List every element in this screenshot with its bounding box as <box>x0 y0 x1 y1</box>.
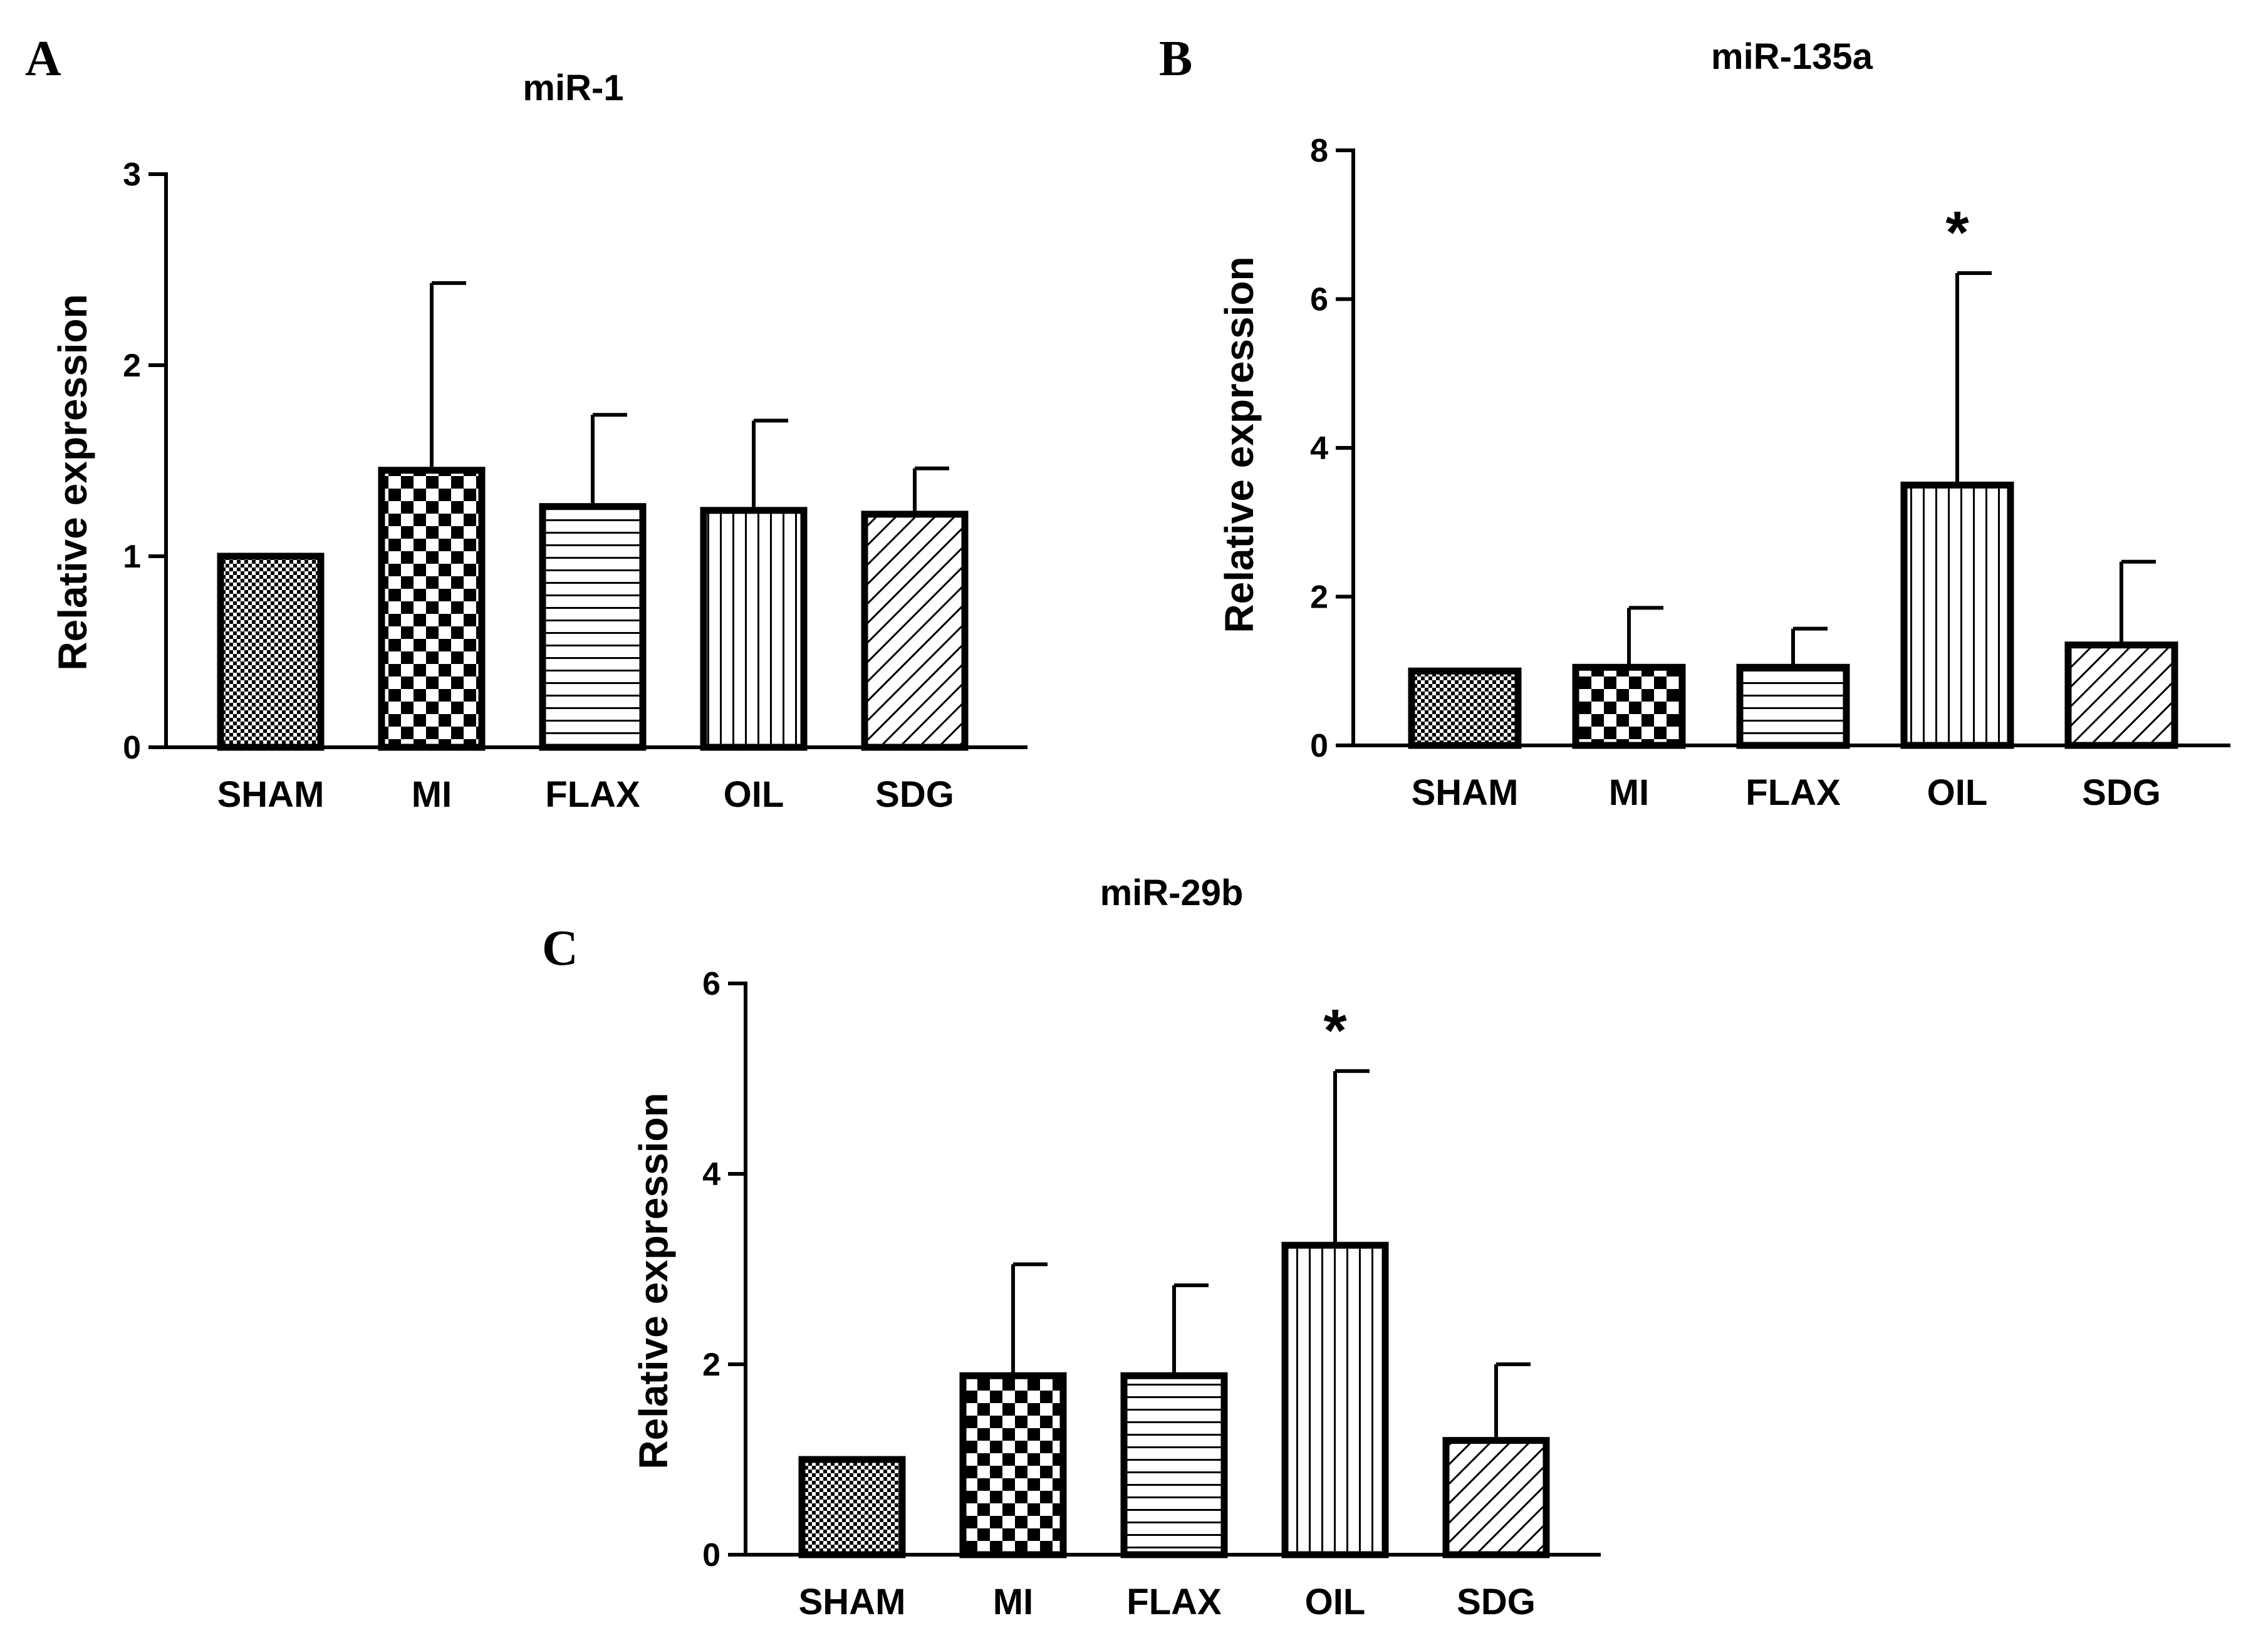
bar-flax <box>539 503 647 751</box>
x-tick-label: SDG <box>875 774 954 815</box>
y-tick-label: 4 <box>1310 430 1328 467</box>
bar-oil <box>1900 481 2014 749</box>
x-tick-label: MI <box>412 774 452 815</box>
bar-sham <box>1408 667 1522 749</box>
y-axis-label: Relative expression <box>631 1092 676 1469</box>
bar-flax <box>1120 1372 1228 1558</box>
bar-sham <box>217 552 325 751</box>
y-tick-label: 6 <box>1310 282 1328 318</box>
chart-title: miR-29b <box>1100 873 1244 913</box>
y-tick-label: 2 <box>1310 579 1328 616</box>
x-tick-label: OIL <box>1927 772 1988 813</box>
y-tick-label: 0 <box>123 730 141 766</box>
bars-group <box>217 281 969 751</box>
x-tick-label: MI <box>993 1582 1033 1622</box>
y-axis-label: Relative expression <box>1217 256 1262 633</box>
x-tick-label: FLAX <box>545 774 640 815</box>
x-tick-label: SHAM <box>217 774 325 815</box>
y-tick-label: 8 <box>1310 133 1328 169</box>
y-tick-label: 1 <box>123 539 141 575</box>
panel-b: B miR-135a Relative expression * SHAM MI F… <box>1159 31 2230 813</box>
bars-group: * <box>1408 199 2178 749</box>
x-tick-label: SHAM <box>799 1582 906 1622</box>
bar-mi <box>959 1372 1067 1558</box>
y-tick-label: 4 <box>702 1156 720 1193</box>
x-tick-label: SHAM <box>1412 772 1519 813</box>
bar-mi <box>378 467 486 751</box>
y-tick-label: 0 <box>702 1537 720 1573</box>
panel-letter: C <box>542 921 578 976</box>
axes-group: SHAM MI FLAX OIL SDG 0 2 4 6 <box>702 966 1601 1622</box>
bar-oil <box>1281 1242 1389 1558</box>
panel-a: A miR-1 Relative expression SHAM MI FLAX OI… <box>25 31 1027 815</box>
y-axis-label: Relative expression <box>50 294 95 670</box>
y-tick-label: 6 <box>702 966 720 1002</box>
panel-letter: A <box>25 31 61 86</box>
x-tick-label: FLAX <box>1745 772 1841 813</box>
x-tick-label: FLAX <box>1126 1582 1222 1622</box>
x-tick-label: OIL <box>724 774 784 815</box>
chart-title: miR-135a <box>1711 36 1873 77</box>
bar-oil <box>700 507 808 751</box>
x-tick-label: SDG <box>1457 1582 1536 1622</box>
x-tick-label: MI <box>1609 772 1649 813</box>
axes-group: SHAM MI FLAX OIL SDG 0 1 2 3 <box>123 157 1027 815</box>
panel-letter: B <box>1159 31 1192 86</box>
x-tick-label: SDG <box>2082 772 2161 813</box>
bar-mi <box>1572 663 1686 749</box>
significance-marker: * <box>1323 997 1347 1064</box>
bar-sdg <box>1442 1437 1550 1558</box>
y-tick-label: 3 <box>123 157 141 193</box>
significance-marker: * <box>1945 199 1969 266</box>
axes-group: SHAM MI FLAX OIL SDG 0 2 4 6 8 <box>1310 133 2230 813</box>
chart-title: miR-1 <box>523 68 623 108</box>
bar-flax <box>1736 663 1850 749</box>
x-tick-label: OIL <box>1305 1582 1366 1622</box>
bar-sdg <box>2064 641 2178 749</box>
y-tick-label: 2 <box>702 1347 720 1383</box>
bar-sham <box>798 1456 906 1558</box>
y-tick-label: 2 <box>123 348 141 384</box>
bars-group: * <box>798 997 1550 1558</box>
y-tick-label: 0 <box>1310 728 1328 764</box>
panel-c: C miR-29b Relative expression * SHAM MI FL… <box>542 873 1601 1622</box>
bar-sdg <box>861 511 969 751</box>
